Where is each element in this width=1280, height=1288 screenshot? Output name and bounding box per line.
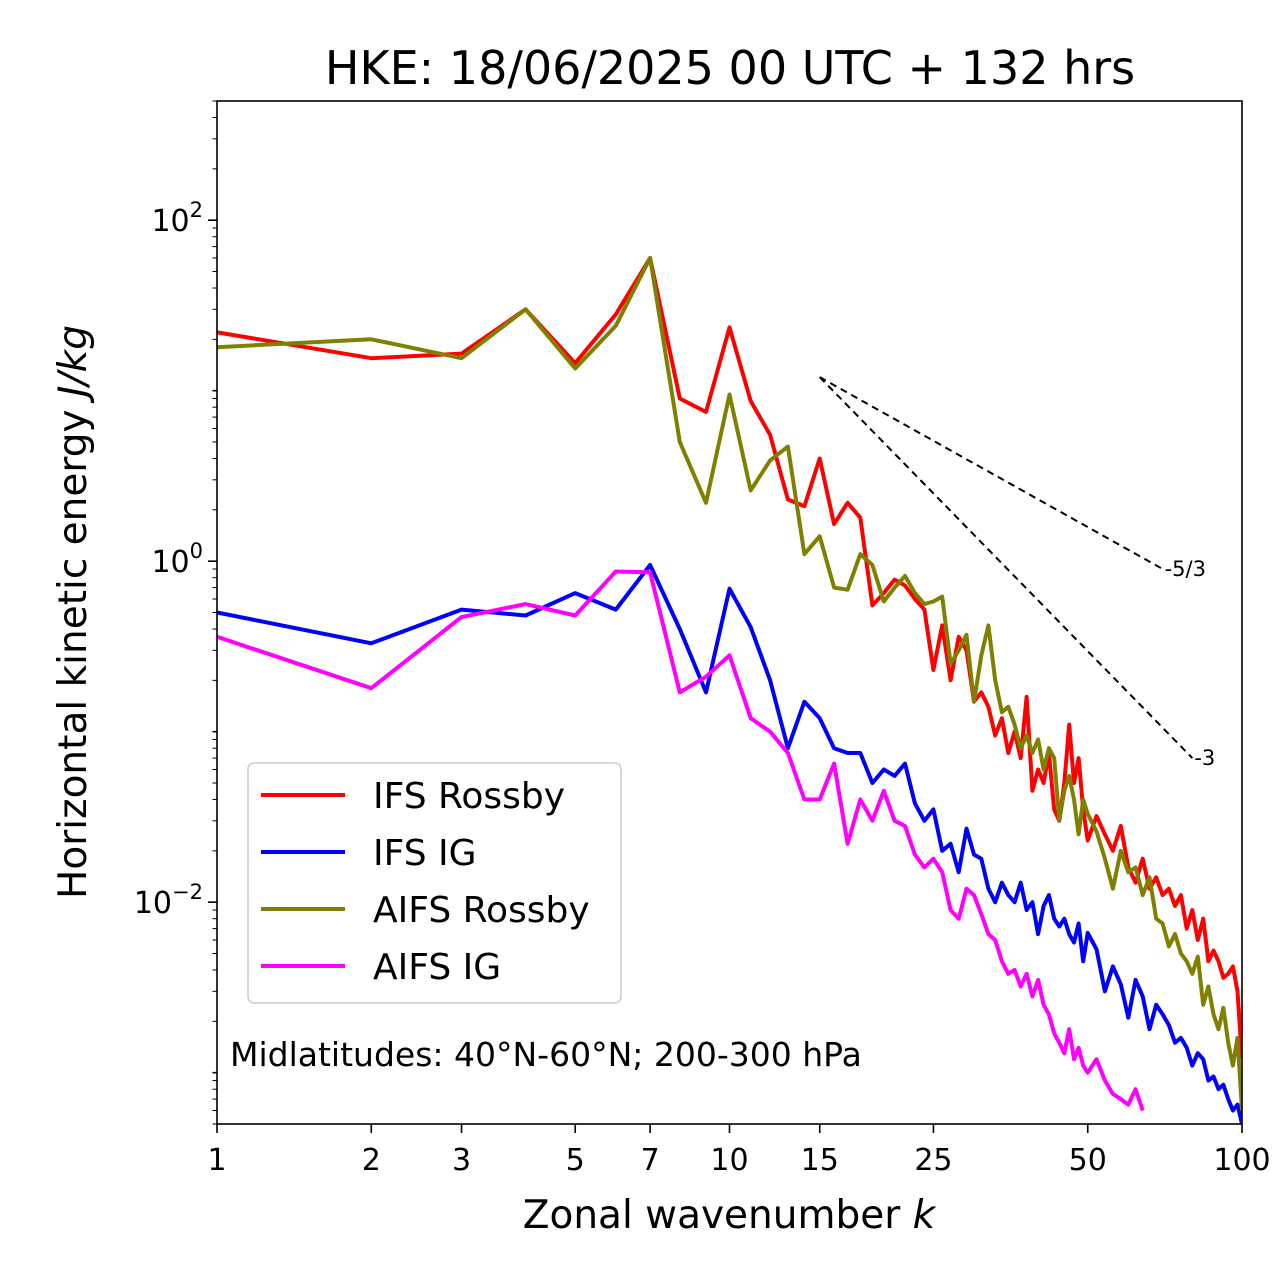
series-line: [217, 256, 1242, 1060]
x-axis-title: Zonal wavenumber k: [523, 1193, 937, 1238]
x-tick-label: 100: [1213, 1143, 1270, 1178]
y-tick-label: 10−2: [134, 880, 203, 921]
y-axis-title-unit: J/kg: [51, 325, 96, 404]
legend-label: IFS Rossby: [373, 776, 565, 817]
chart-title: HKE: 18/06/2025 00 UTC + 132 hrs: [325, 41, 1135, 95]
y-axis-title-text: Horizontal kinetic energy: [51, 397, 96, 899]
series-line: [217, 256, 1242, 1111]
series-line: [217, 569, 1145, 1112]
x-axis-title-text: Zonal wavenumber: [523, 1193, 913, 1238]
x-axis-title-var: k: [913, 1193, 937, 1238]
series-line: [217, 563, 1242, 1124]
x-tick-label: 5: [566, 1143, 585, 1178]
reference-line-label: -3: [1194, 746, 1215, 770]
x-tick-label: 1: [207, 1143, 226, 1178]
region-annotation: Midlatitudes: 40°N-60°N; 200-300 hPa: [230, 1035, 862, 1074]
reference-line: [819, 376, 1164, 570]
y-tick-label: 102: [151, 198, 203, 239]
legend-label: AIFS Rossby: [373, 890, 590, 931]
legend-label: IFS IG: [373, 833, 477, 874]
x-tick-label: 7: [641, 1143, 660, 1178]
y-tick-label: 100: [151, 539, 203, 580]
reference-slope-lines: [819, 376, 1194, 759]
series-lines: [217, 256, 1242, 1124]
x-tick-label: 15: [801, 1143, 839, 1178]
legend: IFS Rossby IFS IG AIFS Rossby AIFS IG: [247, 762, 622, 1004]
x-tick-label: 3: [452, 1143, 471, 1178]
reference-line-label: -5/3: [1165, 557, 1206, 581]
y-axis: 102 100 10−2: [134, 100, 217, 1125]
x-tick-label: 2: [362, 1143, 381, 1178]
reference-line: [819, 376, 1194, 759]
x-tick-label: 25: [914, 1143, 952, 1178]
x-tick-label: 10: [710, 1143, 748, 1178]
reference-slope-labels: -5/3 -3: [1165, 557, 1216, 770]
x-axis: 1 2 3 5 7 10 15 25 50 100: [207, 1124, 1271, 1178]
legend-label: AIFS IG: [373, 947, 501, 988]
y-axis-title: Horizontal kinetic energy J/kg: [51, 325, 96, 899]
legend-frame: [247, 762, 622, 1004]
x-tick-label: 50: [1069, 1143, 1107, 1178]
